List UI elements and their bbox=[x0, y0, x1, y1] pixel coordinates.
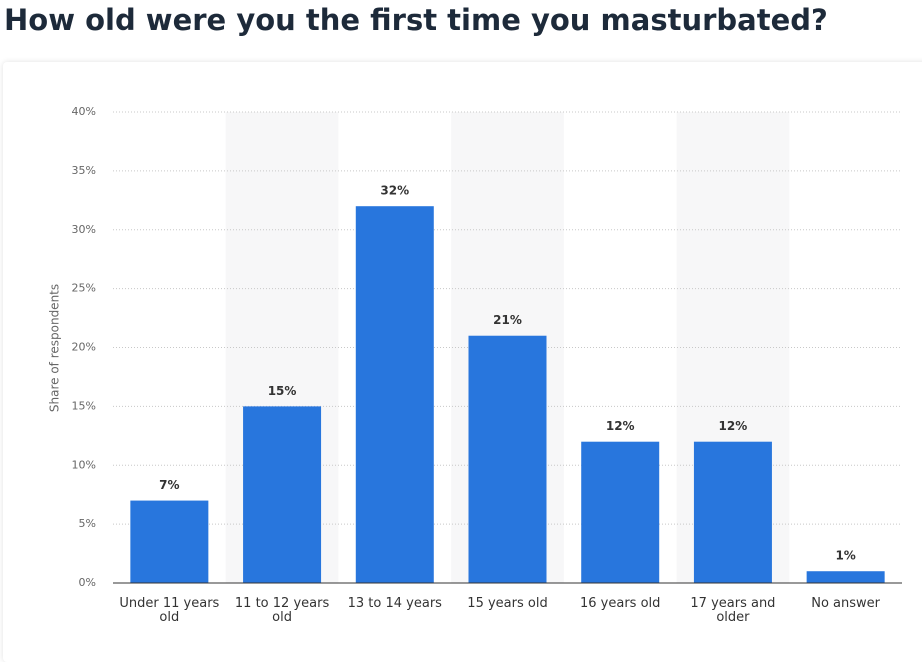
bar bbox=[581, 441, 660, 583]
chart-title: How old were you the first time you mast… bbox=[4, 3, 828, 37]
bar bbox=[468, 335, 547, 583]
x-tick-label: 16 years old bbox=[580, 596, 661, 611]
y-tick-label: 10% bbox=[72, 458, 96, 471]
value-label: 21% bbox=[493, 313, 522, 327]
bar bbox=[693, 441, 772, 583]
y-tick-label: 5% bbox=[79, 517, 96, 530]
y-tick-label: 35% bbox=[72, 164, 96, 177]
value-label: 12% bbox=[719, 419, 748, 433]
x-tick-label: 11 to 12 years old bbox=[234, 596, 330, 625]
y-tick-label: 25% bbox=[72, 282, 96, 295]
x-tick-label: No answer bbox=[811, 596, 881, 611]
bar bbox=[806, 571, 885, 583]
x-tick-label: 15 years old bbox=[467, 596, 548, 611]
value-label: 7% bbox=[159, 478, 179, 492]
y-tick-label: 30% bbox=[72, 223, 96, 236]
value-label: 32% bbox=[380, 184, 409, 198]
x-tick-label: 17 years and older bbox=[690, 596, 776, 625]
y-tick-label: 20% bbox=[72, 341, 96, 354]
bar bbox=[243, 406, 322, 583]
y-tick-label: 0% bbox=[79, 576, 96, 589]
bar bbox=[130, 500, 209, 583]
value-label: 12% bbox=[606, 419, 635, 433]
value-label: 1% bbox=[835, 549, 855, 563]
y-tick-label: 40% bbox=[72, 105, 96, 118]
x-tick-label: 13 to 14 years bbox=[347, 596, 442, 611]
y-axis-label: Share of respondents bbox=[48, 284, 62, 412]
x-tick-label: Under 11 years old bbox=[119, 596, 220, 625]
y-tick-label: 15% bbox=[72, 399, 96, 412]
value-label: 15% bbox=[268, 384, 297, 398]
bar bbox=[355, 206, 434, 583]
